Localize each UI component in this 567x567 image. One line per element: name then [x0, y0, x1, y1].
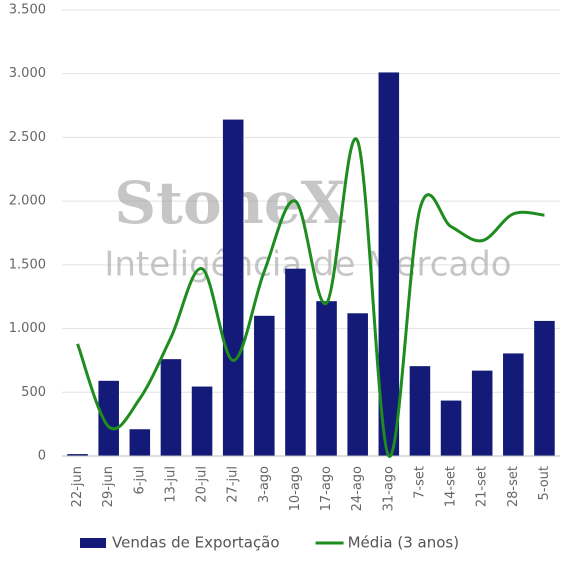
- x-tick-label: 22-jun: [70, 466, 85, 507]
- bar: [378, 72, 400, 456]
- bar: [285, 268, 306, 456]
- bar: [222, 119, 244, 457]
- y-tick-label: 2.500: [9, 130, 46, 145]
- bar: [191, 386, 213, 456]
- bar: [347, 313, 368, 456]
- bar: [503, 353, 524, 456]
- bar: [254, 315, 275, 456]
- x-tick-label: 29-jun: [101, 466, 116, 507]
- bar: [316, 301, 337, 456]
- x-tick-label: 17-ago: [319, 466, 334, 511]
- x-tick-label: 3-ago: [257, 466, 272, 503]
- x-tick-label: 31-ago: [381, 466, 396, 511]
- line: [76, 137, 545, 458]
- bar: [534, 320, 555, 456]
- x-tick-label: 14-set: [444, 466, 459, 507]
- x-tick-label: 27-jul: [226, 466, 241, 503]
- x-tick-label: 13-jul: [163, 466, 178, 503]
- x-tick-label: 28-set: [506, 466, 521, 507]
- x-tick-label: 7-set: [412, 466, 427, 499]
- x-tick-label: 6-jul: [132, 466, 147, 494]
- y-tick-label: 500: [21, 385, 46, 400]
- legend-label: Média (3 anos): [348, 534, 460, 552]
- y-tick-label: 3.000: [9, 66, 46, 81]
- legend-swatch: [80, 538, 106, 548]
- y-tick-label: 0: [38, 449, 46, 464]
- x-tick-label: 24-ago: [350, 466, 365, 511]
- y-tick-label: 1.000: [9, 321, 46, 336]
- bar: [160, 359, 182, 456]
- bar: [129, 429, 151, 456]
- x-tick-label: 5-out: [537, 466, 552, 501]
- x-tick-label: 10-ago: [288, 466, 303, 511]
- legend-label: Vendas de Exportação: [112, 534, 280, 552]
- bar: [409, 366, 431, 456]
- watermark: Inteligência de Mercado: [104, 245, 511, 285]
- bar: [471, 370, 493, 456]
- y-tick-label: 2.000: [9, 194, 46, 209]
- bar: [440, 400, 462, 456]
- bar: [67, 454, 88, 456]
- y-tick-label: 3.500: [9, 3, 46, 18]
- x-tick-label: 20-jul: [195, 466, 210, 503]
- x-tick-label: 21-set: [475, 466, 490, 507]
- bar: [98, 380, 119, 456]
- y-tick-label: 1.500: [9, 257, 46, 272]
